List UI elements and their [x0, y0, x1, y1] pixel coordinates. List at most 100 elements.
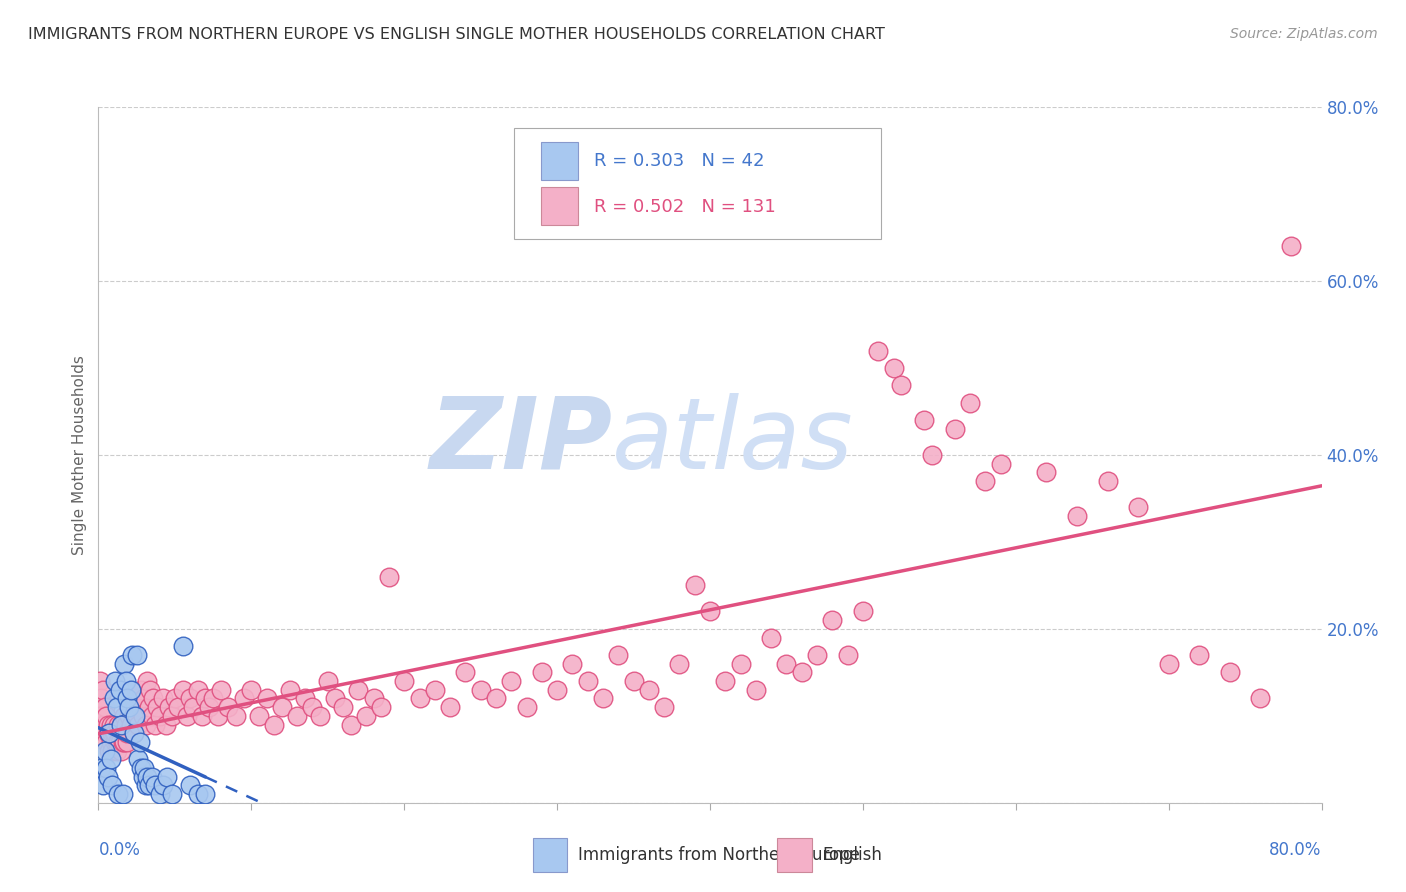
Point — [363, 691, 385, 706]
Point — [117, 691, 139, 706]
Text: atlas: atlas — [612, 392, 853, 490]
Point — [157, 700, 180, 714]
Point — [990, 457, 1012, 471]
Point — [921, 448, 943, 462]
Point — [97, 717, 120, 731]
Point — [149, 708, 172, 723]
Point — [120, 682, 142, 697]
Point — [652, 700, 675, 714]
Point — [110, 717, 132, 731]
Point — [167, 700, 190, 714]
Point — [225, 708, 247, 723]
Point — [152, 778, 174, 792]
Point — [1249, 691, 1271, 706]
Point — [160, 787, 183, 801]
Point — [1279, 239, 1302, 253]
Point — [745, 682, 768, 697]
Point — [104, 674, 127, 689]
Point — [912, 413, 935, 427]
Point — [98, 726, 121, 740]
Point — [194, 787, 217, 801]
Bar — [778, 838, 811, 872]
Point — [1157, 657, 1180, 671]
Point — [100, 717, 122, 731]
Text: R = 0.303   N = 42: R = 0.303 N = 42 — [593, 153, 765, 170]
Point — [1188, 648, 1211, 662]
Point — [111, 735, 134, 749]
Point — [117, 726, 139, 740]
Point — [101, 726, 124, 740]
Point — [141, 708, 163, 723]
Point — [122, 726, 145, 740]
Point — [439, 700, 461, 714]
Point — [852, 605, 875, 619]
Point — [347, 682, 370, 697]
Point — [179, 691, 201, 706]
Point — [714, 674, 737, 689]
Point — [943, 422, 966, 436]
Point — [132, 708, 155, 723]
Point — [97, 770, 120, 784]
Point — [959, 396, 981, 410]
Point — [423, 682, 446, 697]
Point — [790, 665, 813, 680]
Point — [117, 735, 139, 749]
Point — [278, 682, 301, 697]
Point — [501, 674, 523, 689]
Point — [683, 578, 706, 592]
Point — [90, 761, 112, 775]
Point — [108, 682, 131, 697]
Point — [1219, 665, 1241, 680]
Point — [104, 735, 127, 749]
Point — [354, 708, 377, 723]
Point — [1035, 466, 1057, 480]
Point — [837, 648, 859, 662]
Point — [105, 735, 128, 749]
Point — [132, 770, 155, 784]
Point — [125, 648, 148, 662]
Point — [890, 378, 912, 392]
Point — [294, 691, 316, 706]
Point — [105, 700, 128, 714]
Point — [112, 735, 135, 749]
Text: English: English — [823, 846, 883, 864]
Point — [145, 700, 167, 714]
Point — [115, 717, 138, 731]
Point — [138, 700, 160, 714]
Text: ZIP: ZIP — [429, 392, 612, 490]
Point — [408, 691, 430, 706]
Point — [775, 657, 797, 671]
Point — [127, 717, 149, 731]
Text: Source: ZipAtlas.com: Source: ZipAtlas.com — [1230, 27, 1378, 41]
Point — [110, 744, 132, 758]
Text: Immigrants from Northern Europe: Immigrants from Northern Europe — [578, 846, 860, 864]
Point — [256, 691, 278, 706]
Point — [105, 744, 128, 758]
Point — [232, 691, 254, 706]
Point — [125, 708, 148, 723]
Point — [127, 752, 149, 766]
Point — [1097, 474, 1119, 488]
Point — [699, 605, 721, 619]
Point — [285, 708, 308, 723]
Point — [110, 717, 132, 731]
Point — [309, 708, 332, 723]
Point — [115, 674, 138, 689]
Point — [121, 648, 143, 662]
Point — [107, 717, 129, 731]
Point — [806, 648, 828, 662]
Point — [108, 726, 131, 740]
Point — [143, 717, 166, 731]
Point — [592, 691, 614, 706]
Point — [172, 639, 194, 653]
Point — [112, 657, 135, 671]
Point — [108, 735, 131, 749]
Point — [91, 717, 114, 731]
Point — [141, 770, 163, 784]
Point — [378, 570, 401, 584]
Point — [197, 700, 219, 714]
Point — [637, 682, 661, 697]
Point — [530, 665, 553, 680]
Point — [129, 682, 152, 697]
Point — [370, 700, 392, 714]
